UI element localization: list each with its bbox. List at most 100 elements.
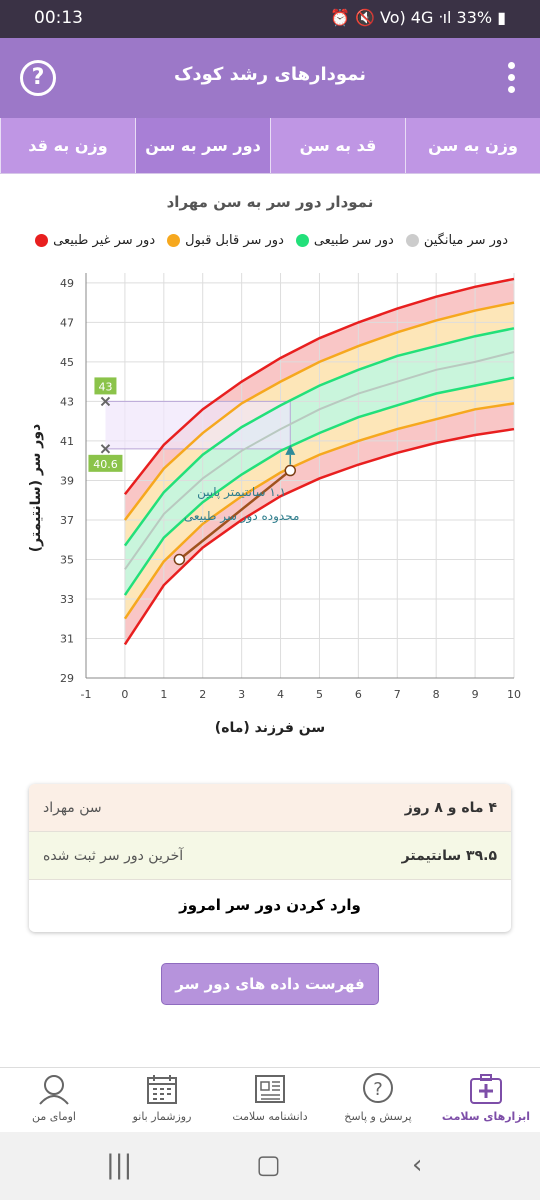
legend-label: دور سر غیر طبیعی [53,233,156,248]
tag-40-6-bg [88,454,123,472]
chart-title: نمودار دور سر به سن مهراد [166,193,374,211]
back-icon[interactable]: ‹ [412,1150,423,1180]
age-value: ۴ ماه و ۸ روز [404,799,497,816]
profile-icon [39,1075,69,1105]
calendar-icon [147,1075,177,1104]
y-tick-label: 41 [60,435,74,448]
app-bar: ? نمودارهای رشد کودک [0,38,540,118]
status-icons: ⏰ 🔇 Vo) 4G ᐧıl 33% ▮ [329,8,506,27]
x-tick-label: 3 [238,688,245,701]
newspaper-icon [255,1075,285,1103]
x-tick-label: 8 [433,688,440,701]
band-green [124,328,514,596]
svg-text:?: ? [373,1079,383,1100]
y-tick-label: 31 [60,632,74,645]
more-menu-icon[interactable] [508,62,516,96]
enter-head-today[interactable]: وارد کردن دور سر امروز [29,880,511,930]
x-tick-label: 4 [277,688,284,701]
head-data-list-button[interactable]: فهرست داده های دور سر مهراد [161,963,379,1033]
nav-calendar[interactable]: روزشمار بانو [108,1068,216,1132]
curve-red-low [123,427,515,646]
x-tick-label: 5 [316,688,323,701]
curve-grey-mean [124,351,515,570]
question-icon: ? [363,1073,393,1103]
child-point [284,464,297,477]
x-tick-label: 1 [160,688,167,701]
nav-label: ابزارهای سلامت [441,1110,531,1123]
curve-red-high [123,277,515,496]
tag-43-label: 43 [98,380,112,393]
legend-dot-grey [405,234,419,247]
last-head-value: ۳۹.۵ سانتیمتر [401,847,497,864]
nav-profile[interactable]: اومای من [0,1068,108,1132]
legend-acceptable: دور سر قابل قبول [167,233,284,248]
x-axis-label: سن فرزند (ماه) [214,720,326,736]
child-point [173,553,186,566]
marker-40-6 [100,444,111,454]
x-tick-label: 9 [472,688,479,701]
y-tick-label: 45 [60,356,74,369]
y-tick-label: 49 [60,277,74,290]
nav-health-tools[interactable]: ابزارهای سلامت [432,1068,540,1132]
tab-weight-age[interactable]: وزن به سن [405,118,540,173]
legend-abnormal: دور سر غیر طبیعی [35,233,155,248]
annotation-line-2: محدوده دور سر طبیعی [184,509,300,524]
nav-qa[interactable]: ? پرسش و پاسخ [324,1068,432,1132]
system-nav-bar: ||| ▢ ‹ [0,1132,540,1200]
tab-height-age[interactable]: قد به سن [270,118,405,173]
age-row: سن مهراد ۴ ماه و ۸ روز [29,784,511,832]
tag-43-bg [94,377,117,395]
help-button[interactable]: ? [20,60,56,96]
info-card: سن مهراد ۴ ماه و ۸ روز آخرین دور سر ثبت … [29,784,511,932]
curve-orange-high [123,301,515,521]
y-tick-label: 29 [60,672,74,685]
curve-green-high [123,327,515,547]
chart-legend: دور سر غیر طبیعی دور سر قابل قبول دور سر… [35,233,508,248]
curve-orange-low [123,402,515,620]
y-tick-label: 37 [60,514,74,527]
legend-label: دور سر میانگین [423,233,508,248]
legend-mean: دور سر میانگین [405,233,508,248]
curve-green-low [123,376,515,596]
growth-chart[interactable]: -1 0 1 2 3 4 5 6 7 8 9 1029313335373941434547494340… [0,260,540,710]
tab-head-age[interactable]: دور سر به سن [135,118,270,173]
y-tick-label: 43 [60,395,74,408]
child-growth-line [178,469,292,561]
legend-dot-green [295,234,309,247]
home-icon[interactable]: ▢ [256,1150,281,1180]
last-head-key: آخرین دور سر ثبت شده [43,847,184,864]
legend-label: دور سر قابل قبول [185,233,284,248]
y-tick-label: 35 [60,553,74,566]
health-kit-icon [470,1074,502,1104]
x-tick-label: 6 [355,688,362,701]
legend-dot-red [35,234,49,247]
bottom-nav: ابزارهای سلامت ? پرسش و پاسخ دانشنامه سل… [0,1067,540,1132]
nav-label: پرسش و پاسخ [344,1110,412,1123]
last-head-row: آخرین دور سر ثبت شده ۳۹.۵ سانتیمتر [29,832,511,880]
highlight-box [105,401,291,449]
marker-43 [100,396,111,407]
status-bar: 00:13 ⏰ 🔇 Vo) 4G ᐧıl 33% ▮ [0,0,540,38]
y-tick-label: 33 [60,593,74,606]
nav-label: دانشنامه سلامت [232,1110,308,1123]
y-tick-label: 39 [60,474,74,487]
x-tick-label: 0 [121,688,128,701]
legend-normal: دور سر طبیعی [295,233,394,248]
legend-dot-orange [167,234,181,247]
age-key: سن مهراد [43,799,102,816]
tag-40-6-label: 40.6 [93,458,118,471]
arrow-head [285,444,296,455]
annotation-line-1: ۱.۱ سانتیمتر پایین [197,485,286,500]
nav-label: اومای من [32,1110,76,1123]
y-tick-label: 47 [60,316,74,329]
x-tick-label: 10 [507,688,521,701]
x-tick-label: -1 [81,688,92,701]
chart-tabs: وزن به سن قد به سن دور سر به سن وزن به ق… [0,118,540,174]
page-title: نمودارهای رشد کودک [173,64,367,85]
nav-encyclopedia[interactable]: دانشنامه سلامت [216,1068,324,1132]
status-time: 00:13 [34,8,83,28]
tab-weight-height[interactable]: وزن به قد [0,118,135,173]
x-tick-label: 2 [199,688,206,701]
recents-icon[interactable]: ||| [106,1150,133,1180]
legend-label: دور سر طبیعی [313,233,394,248]
